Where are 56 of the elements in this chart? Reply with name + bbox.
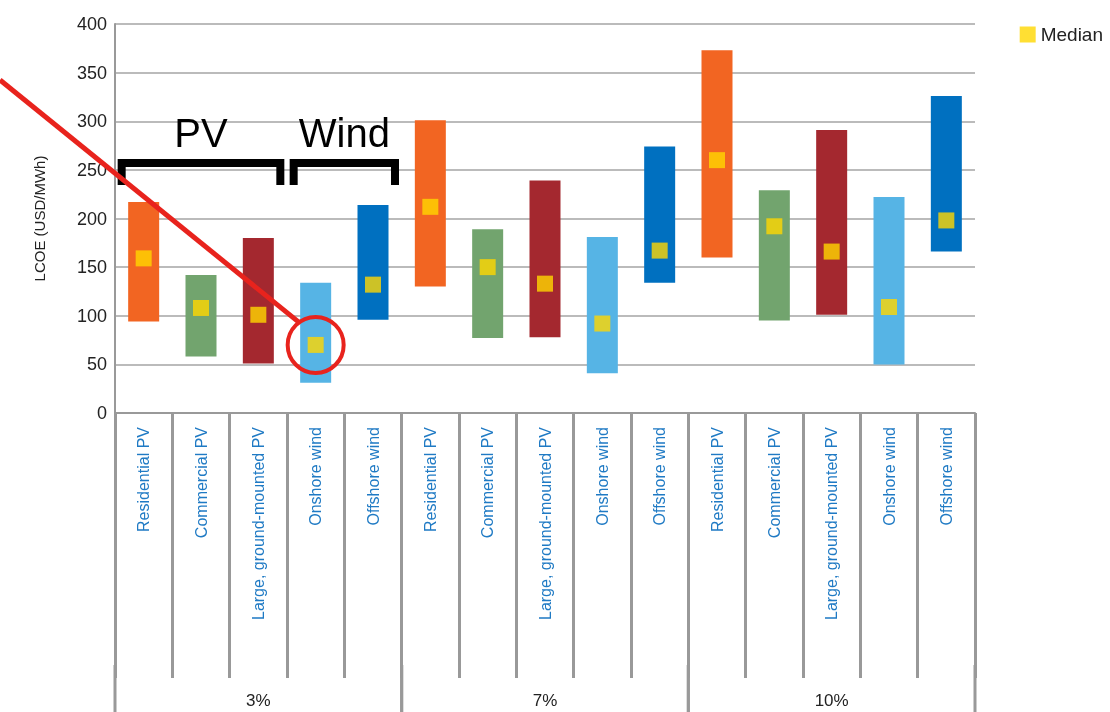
point: [537, 275, 553, 292]
bar: [472, 229, 504, 339]
bar: [816, 130, 848, 315]
bar: [930, 95, 962, 252]
y-tick-label: 100: [76, 305, 107, 326]
point: [479, 259, 496, 276]
point: [938, 212, 955, 229]
bar: [758, 190, 790, 321]
x-tick-label: Commercial PV: [479, 426, 497, 539]
bar: [644, 146, 676, 283]
x-tick-label: Residential PV: [708, 426, 726, 532]
y-tick-label: 350: [76, 62, 107, 83]
x-tick-label: Offshore wind: [651, 427, 669, 526]
x-tick-label: Residential PV: [135, 426, 153, 532]
point: [135, 250, 152, 267]
point: [766, 218, 783, 235]
text: 3%: [246, 690, 271, 710]
bar: [873, 197, 905, 365]
bar: [128, 201, 160, 322]
x-tick-label: Onshore wind: [593, 427, 611, 526]
x-tick-label: Onshore wind: [307, 427, 325, 526]
annotation: PV: [174, 111, 228, 155]
point: [823, 243, 840, 260]
y-tick-label: 0: [96, 403, 107, 423]
text: 7%: [532, 690, 558, 710]
point: [651, 242, 668, 259]
point: [709, 152, 725, 169]
x-tick-label: Onshore wind: [880, 427, 898, 526]
bar: [529, 180, 561, 338]
annotation: Wind: [298, 111, 390, 155]
legend-label: Median: [1040, 24, 1104, 45]
bar: [414, 120, 446, 287]
y-tick-label: 150: [76, 257, 107, 278]
x-tick-label: Commercial PV: [765, 426, 783, 539]
x-tick-label: Offshore wind: [364, 427, 382, 526]
point: [193, 299, 209, 316]
point: [250, 306, 267, 323]
y-tick-label: 400: [76, 14, 107, 34]
point: [881, 299, 897, 315]
x-tick-label: Large, ground-mounted PV: [823, 426, 841, 621]
point: [594, 315, 611, 332]
point: [422, 198, 439, 215]
y-tick-label: 50: [86, 354, 107, 375]
y-tick-label: 300: [76, 111, 107, 132]
bar: [586, 236, 618, 374]
x-tick-label: Large, ground-mounted PV: [536, 426, 554, 621]
bar: [357, 204, 389, 320]
y-axis-title: LCOE (USD/MWh): [31, 155, 48, 282]
y-tick-label: 200: [76, 208, 107, 229]
x-tick-label: Offshore wind: [937, 427, 955, 526]
bar: [701, 50, 733, 258]
point: [365, 276, 381, 293]
text: 10%: [814, 690, 849, 710]
x-tick-label: Residential PV: [421, 426, 439, 532]
x-tick-label: Large, ground-mounted PV: [249, 426, 267, 621]
x-tick-label: Commercial PV: [192, 426, 210, 539]
